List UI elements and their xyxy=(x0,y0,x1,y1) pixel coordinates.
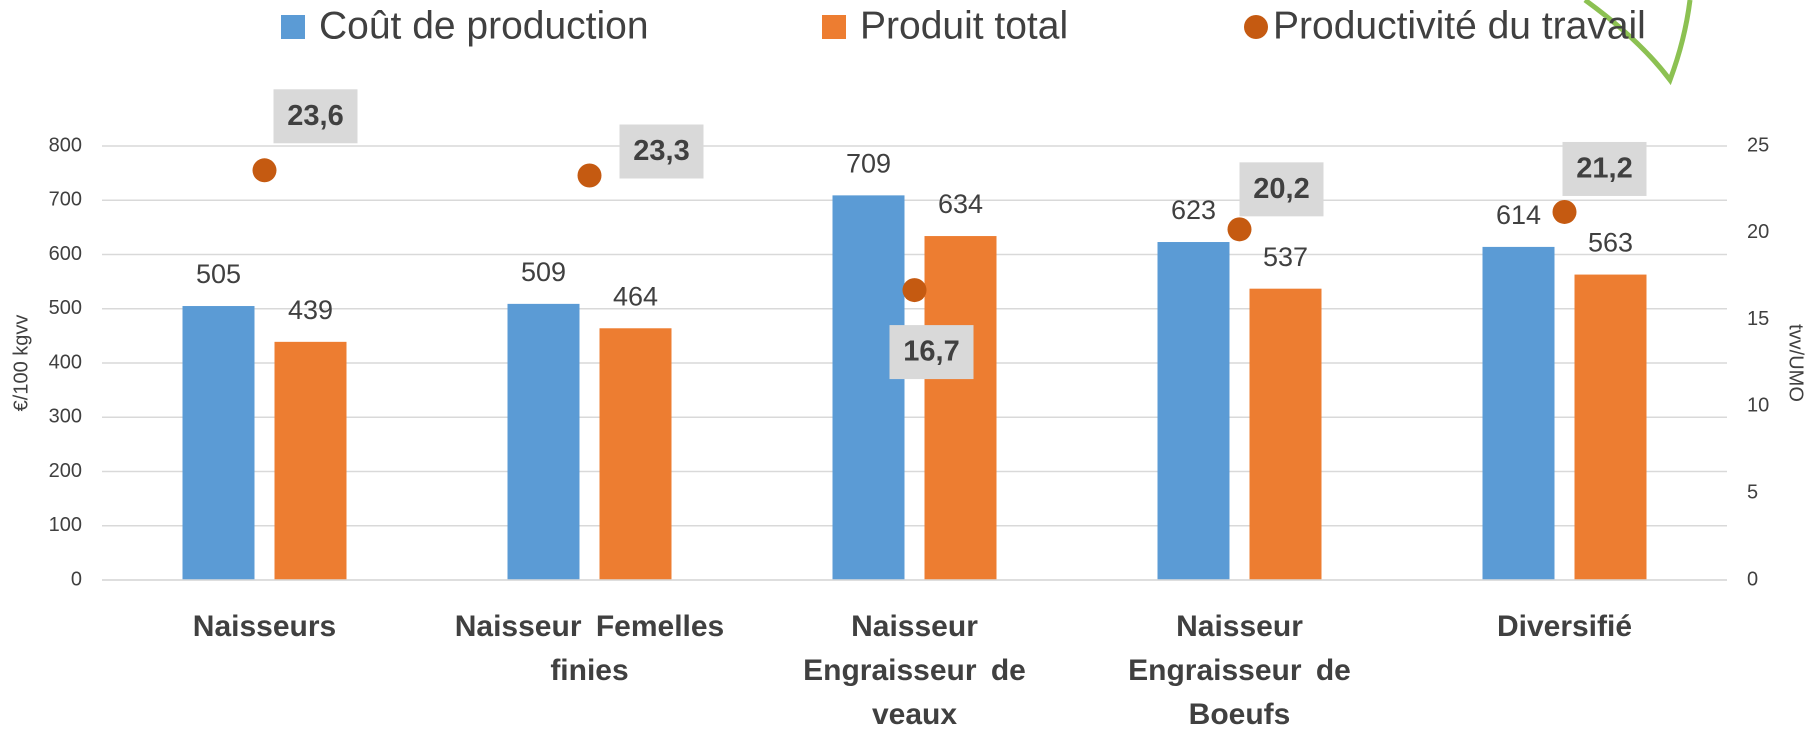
bar xyxy=(924,236,997,580)
data-label: 23,3 xyxy=(633,135,689,167)
x-tick-label: Naisseur Engraisseur de veaux xyxy=(803,610,1026,731)
bar xyxy=(274,341,347,580)
bar xyxy=(1482,246,1555,580)
data-label: 614 xyxy=(1496,200,1541,230)
y-tick-label: 300 xyxy=(49,406,82,428)
y2-tick-label: 0 xyxy=(1747,568,1758,590)
y2-tick-label: 10 xyxy=(1747,395,1769,417)
data-label: 509 xyxy=(521,257,566,287)
data-label: 634 xyxy=(938,189,983,219)
y2-tick-label: 25 xyxy=(1747,134,1769,156)
legend-label: Productivité du travail xyxy=(1273,4,1646,47)
data-label: 21,2 xyxy=(1576,153,1632,185)
x-tick-label: Naisseur Engraisseur de Boeufs xyxy=(1128,610,1351,731)
bar xyxy=(1249,288,1322,580)
data-label: 464 xyxy=(613,281,658,311)
data-label-box xyxy=(273,89,358,144)
data-label: 16,7 xyxy=(903,336,959,368)
y-tick-label: 200 xyxy=(49,460,82,482)
point xyxy=(577,163,602,188)
y-tick-label: 700 xyxy=(49,189,82,211)
legend-marker xyxy=(1244,15,1268,39)
x-tick-label: Naisseur Femelles finies xyxy=(454,610,725,687)
logo-leaf xyxy=(1583,0,1693,86)
y-tick-label: 800 xyxy=(49,134,82,156)
data-label-box xyxy=(889,325,974,380)
bar xyxy=(1157,242,1230,580)
y-tick-label: 400 xyxy=(49,351,82,373)
x-tick-label: Naisseurs xyxy=(192,610,337,643)
bar xyxy=(599,328,672,580)
data-label: 505 xyxy=(196,259,241,289)
y-tick-label: 500 xyxy=(49,297,82,319)
data-label-box xyxy=(1239,162,1324,217)
legend-marker xyxy=(281,15,305,39)
legend-marker xyxy=(822,15,846,39)
bar xyxy=(1574,274,1647,580)
data-label: 439 xyxy=(288,295,333,325)
bar xyxy=(832,195,905,580)
y-tick-label: 100 xyxy=(49,514,82,536)
point xyxy=(1552,199,1577,224)
data-label: 23,6 xyxy=(287,100,343,132)
y2-tick-label: 15 xyxy=(1747,308,1769,330)
y2-axis-label: tvv/UMO xyxy=(1785,324,1807,402)
point xyxy=(252,158,277,183)
bar xyxy=(507,303,580,580)
y-tick-label: 600 xyxy=(49,243,82,265)
data-label: 537 xyxy=(1263,242,1308,272)
y-tick-label: 0 xyxy=(71,568,82,590)
legend-label: Coût de production xyxy=(319,4,649,47)
data-label-box xyxy=(1562,141,1647,196)
point xyxy=(902,278,927,303)
data-label: 20,2 xyxy=(1253,173,1309,205)
data-label: 563 xyxy=(1588,228,1633,258)
bar xyxy=(182,306,255,580)
y2-tick-label: 20 xyxy=(1747,221,1769,243)
y-axis-label: €/100 kgvv xyxy=(10,315,32,412)
data-label: 623 xyxy=(1171,195,1216,225)
x-tick-label: Diversifié xyxy=(1496,610,1633,643)
data-label: 709 xyxy=(846,148,891,178)
data-label-box xyxy=(619,124,704,179)
y2-tick-label: 5 xyxy=(1747,481,1758,503)
point xyxy=(1227,217,1252,242)
legend-label: Produit total xyxy=(860,4,1068,47)
